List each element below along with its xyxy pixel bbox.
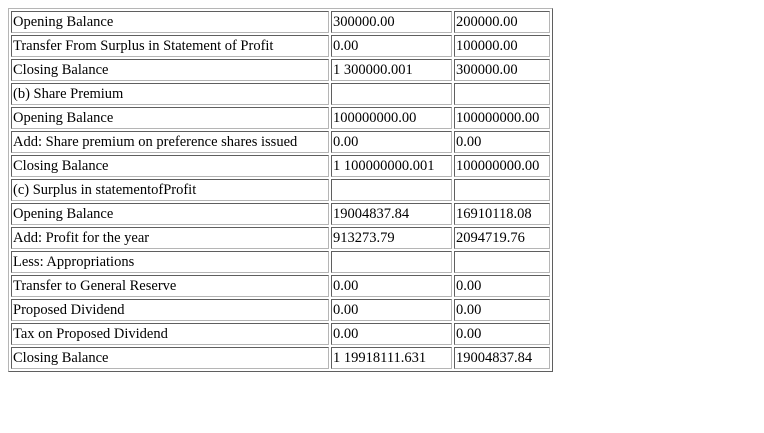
table-row: Opening Balance 300000.00 200000.00 — [11, 11, 550, 33]
current-year-value: 19004837.84 — [331, 203, 452, 225]
current-year-value: 0.00 — [331, 275, 452, 297]
previous-year-value: 0.00 — [454, 275, 550, 297]
table-body: Opening Balance 300000.00 200000.00 Tran… — [11, 11, 550, 369]
table-row: Add: Profit for the year 913273.79 20947… — [11, 227, 550, 249]
row-label: Add: Profit for the year — [11, 227, 329, 249]
table-row: (c) Surplus in statementofProfit — [11, 179, 550, 201]
reserves-and-surplus-table: Opening Balance 300000.00 200000.00 Tran… — [8, 8, 553, 372]
table-row: Proposed Dividend 0.00 0.00 — [11, 299, 550, 321]
table-row: Opening Balance 100000000.00 100000000.0… — [11, 107, 550, 129]
table-row: Transfer From Surplus in Statement of Pr… — [11, 35, 550, 57]
table-row: Tax on Proposed Dividend 0.00 0.00 — [11, 323, 550, 345]
row-label: Closing Balance — [11, 347, 329, 369]
previous-year-value: 0.00 — [454, 323, 550, 345]
current-year-value: 0.00 — [331, 323, 452, 345]
table-row: (b) Share Premium — [11, 83, 550, 105]
previous-year-value: 0.00 — [454, 299, 550, 321]
section-heading: (c) Surplus in statementofProfit — [11, 179, 329, 201]
row-label: Tax on Proposed Dividend — [11, 323, 329, 345]
current-year-value — [331, 83, 452, 105]
previous-year-value — [454, 83, 550, 105]
previous-year-value: 2094719.76 — [454, 227, 550, 249]
current-year-value — [331, 179, 452, 201]
table-row: Less: Appropriations — [11, 251, 550, 273]
current-year-value: 1 19918111.631 — [331, 347, 452, 369]
row-label: Opening Balance — [11, 11, 329, 33]
row-label: Less: Appropriations — [11, 251, 329, 273]
row-label: Transfer to General Reserve — [11, 275, 329, 297]
table-row: Add: Share premium on preference shares … — [11, 131, 550, 153]
table-row: Opening Balance 19004837.84 16910118.08 — [11, 203, 550, 225]
row-label: Proposed Dividend — [11, 299, 329, 321]
previous-year-value: 100000000.00 — [454, 107, 550, 129]
previous-year-value: 19004837.84 — [454, 347, 550, 369]
current-year-value: 1 100000000.001 — [331, 155, 452, 177]
current-year-value: 1 300000.001 — [331, 59, 452, 81]
row-label: Opening Balance — [11, 203, 329, 225]
table-row: Transfer to General Reserve 0.00 0.00 — [11, 275, 550, 297]
current-year-value — [331, 251, 452, 273]
row-label: Transfer From Surplus in Statement of Pr… — [11, 35, 329, 57]
row-label: Opening Balance — [11, 107, 329, 129]
previous-year-value: 16910118.08 — [454, 203, 550, 225]
previous-year-value: 0.00 — [454, 131, 550, 153]
previous-year-value — [454, 179, 550, 201]
current-year-value: 100000000.00 — [331, 107, 452, 129]
row-label: Add: Share premium on preference shares … — [11, 131, 329, 153]
previous-year-value: 200000.00 — [454, 11, 550, 33]
row-label: Closing Balance — [11, 155, 329, 177]
current-year-value: 0.00 — [331, 131, 452, 153]
section-heading: (b) Share Premium — [11, 83, 329, 105]
current-year-value: 300000.00 — [331, 11, 452, 33]
previous-year-value — [454, 251, 550, 273]
row-label: Closing Balance — [11, 59, 329, 81]
previous-year-value: 100000000.00 — [454, 155, 550, 177]
current-year-value: 0.00 — [331, 35, 452, 57]
current-year-value: 913273.79 — [331, 227, 452, 249]
table-row: Closing Balance 1 100000000.001 10000000… — [11, 155, 550, 177]
table-row: Closing Balance 1 19918111.631 19004837.… — [11, 347, 550, 369]
previous-year-value: 100000.00 — [454, 35, 550, 57]
table-row: Closing Balance 1 300000.001 300000.00 — [11, 59, 550, 81]
current-year-value: 0.00 — [331, 299, 452, 321]
previous-year-value: 300000.00 — [454, 59, 550, 81]
